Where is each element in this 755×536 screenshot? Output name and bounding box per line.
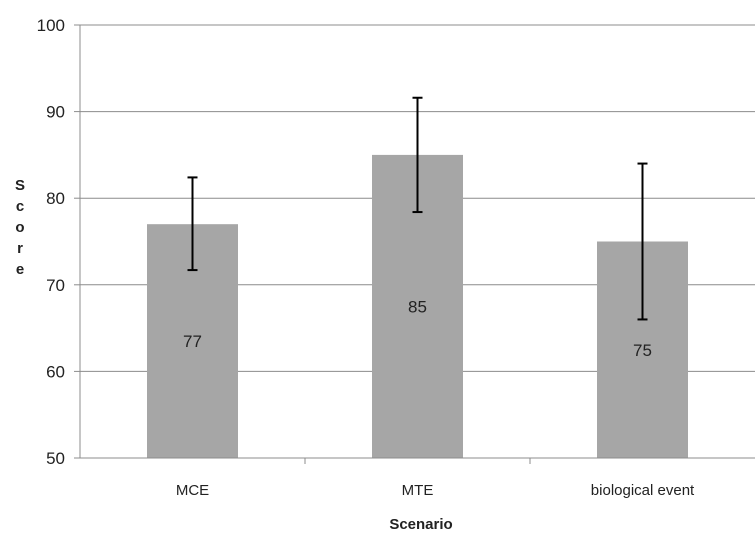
y-tick-label: 80 — [46, 189, 65, 208]
data-label: 85 — [408, 297, 427, 316]
labels: 50 60 70 80 90 100 77 MCE 85 MTE 75 biological even… — [37, 16, 695, 499]
y-tick-label: 50 — [46, 449, 65, 468]
x-axis-title: Scenario — [389, 516, 452, 533]
bars — [147, 98, 688, 458]
y-tick-label: 60 — [46, 362, 65, 381]
x-tick-label: MTE — [402, 482, 434, 499]
data-label: 77 — [183, 332, 202, 351]
x-tick-label: biological event — [591, 482, 695, 499]
y-tick-label: 90 — [46, 103, 65, 122]
x-tick-label: MCE — [176, 482, 209, 499]
y-tick-label: 70 — [46, 276, 65, 295]
data-label: 75 — [633, 341, 652, 360]
y-tick-label: 100 — [37, 16, 65, 35]
